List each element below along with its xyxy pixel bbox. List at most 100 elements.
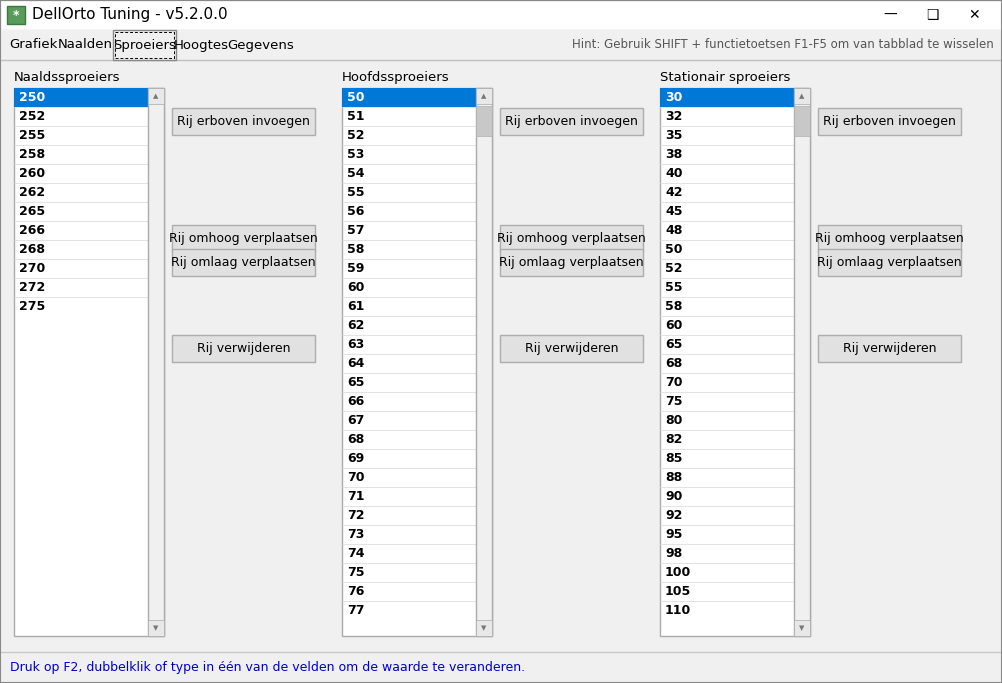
- Text: 265: 265: [19, 205, 45, 218]
- Text: 30: 30: [665, 91, 682, 104]
- Bar: [500, 225, 643, 252]
- Text: Rij erboven invoegen: Rij erboven invoegen: [177, 115, 310, 128]
- Bar: [172, 108, 315, 135]
- Bar: [476, 88, 492, 104]
- Bar: [794, 88, 810, 104]
- Bar: [14, 88, 164, 636]
- Text: Hoogtes: Hoogtes: [174, 38, 229, 51]
- Bar: [476, 88, 492, 636]
- Bar: [342, 88, 476, 107]
- Text: Rij omlaag verplaatsen: Rij omlaag verplaatsen: [818, 256, 962, 269]
- Bar: [500, 108, 643, 135]
- Text: 45: 45: [665, 205, 682, 218]
- Text: Rij omlaag verplaatsen: Rij omlaag verplaatsen: [499, 256, 644, 269]
- Text: —: —: [883, 8, 897, 22]
- Text: 65: 65: [665, 338, 682, 351]
- Text: ▼: ▼: [481, 625, 487, 631]
- Text: 59: 59: [347, 262, 365, 275]
- Text: 64: 64: [347, 357, 365, 370]
- Text: 252: 252: [19, 110, 45, 123]
- Text: 67: 67: [347, 414, 365, 427]
- Bar: [660, 88, 794, 107]
- Text: *: *: [13, 8, 19, 21]
- Text: 60: 60: [347, 281, 365, 294]
- Text: Rij verwijderen: Rij verwijderen: [196, 342, 291, 355]
- Text: ▼: ▼: [800, 625, 805, 631]
- Text: ✕: ✕: [968, 8, 980, 22]
- Text: 63: 63: [347, 338, 365, 351]
- Text: Rij omhoog verplaatsen: Rij omhoog verplaatsen: [815, 232, 964, 245]
- Bar: [500, 335, 643, 362]
- Text: Gegevens: Gegevens: [227, 38, 294, 51]
- Bar: [500, 249, 643, 276]
- Bar: [172, 225, 315, 252]
- Text: Hint: Gebruik SHIFT + functietoetsen F1-F5 om van tabblad te wisselen: Hint: Gebruik SHIFT + functietoetsen F1-…: [572, 38, 994, 51]
- Text: 74: 74: [347, 547, 365, 560]
- Bar: [818, 108, 961, 135]
- Text: Rij omhoog verplaatsen: Rij omhoog verplaatsen: [169, 232, 318, 245]
- Text: 55: 55: [665, 281, 682, 294]
- Text: 77: 77: [347, 604, 365, 617]
- Text: 80: 80: [665, 414, 682, 427]
- Text: 268: 268: [19, 243, 45, 256]
- Text: 53: 53: [347, 148, 365, 161]
- Text: Rij erboven invoegen: Rij erboven invoegen: [505, 115, 638, 128]
- Text: ▼: ▼: [153, 625, 158, 631]
- Text: 65: 65: [347, 376, 365, 389]
- Bar: [7, 6, 25, 24]
- Text: 57: 57: [347, 224, 365, 237]
- Bar: [818, 225, 961, 252]
- Text: ▲: ▲: [153, 93, 158, 99]
- Text: 88: 88: [665, 471, 682, 484]
- Text: ▲: ▲: [800, 93, 805, 99]
- Bar: [14, 88, 148, 107]
- Bar: [818, 249, 961, 276]
- Bar: [794, 620, 810, 636]
- Text: 70: 70: [347, 471, 365, 484]
- Text: 110: 110: [665, 604, 691, 617]
- Bar: [0, 30, 1002, 60]
- Text: 68: 68: [347, 433, 365, 446]
- Text: Rij verwijderen: Rij verwijderen: [525, 342, 618, 355]
- Text: 75: 75: [665, 395, 682, 408]
- Text: 90: 90: [665, 490, 682, 503]
- Text: 92: 92: [665, 509, 682, 522]
- Bar: [172, 335, 315, 362]
- Text: Rij erboven invoegen: Rij erboven invoegen: [823, 115, 956, 128]
- Text: 66: 66: [347, 395, 365, 408]
- Text: 85: 85: [665, 452, 682, 465]
- Text: ▲: ▲: [481, 93, 487, 99]
- Text: Rij verwijderen: Rij verwijderen: [843, 342, 936, 355]
- Text: 56: 56: [347, 205, 365, 218]
- Text: 73: 73: [347, 528, 365, 541]
- Text: 48: 48: [665, 224, 682, 237]
- Text: 82: 82: [665, 433, 682, 446]
- Text: 35: 35: [665, 129, 682, 142]
- Text: Sproeiers: Sproeiers: [113, 38, 176, 51]
- Text: 71: 71: [347, 490, 365, 503]
- Bar: [113, 30, 176, 60]
- Bar: [115, 32, 174, 58]
- Text: 32: 32: [665, 110, 682, 123]
- Text: Naaldssproeiers: Naaldssproeiers: [14, 72, 120, 85]
- Text: 55: 55: [347, 186, 365, 199]
- Text: 100: 100: [665, 566, 691, 579]
- Bar: [172, 249, 315, 276]
- Text: 61: 61: [347, 300, 365, 313]
- Bar: [0, 0, 1002, 30]
- Text: 68: 68: [665, 357, 682, 370]
- Bar: [476, 620, 492, 636]
- Bar: [818, 335, 961, 362]
- Text: 40: 40: [665, 167, 682, 180]
- Bar: [794, 106, 810, 136]
- Text: 54: 54: [347, 167, 365, 180]
- Bar: [660, 88, 810, 636]
- Text: 266: 266: [19, 224, 45, 237]
- Text: 105: 105: [665, 585, 691, 598]
- Text: 52: 52: [665, 262, 682, 275]
- Bar: [0, 652, 1002, 683]
- Bar: [794, 88, 810, 636]
- Bar: [148, 88, 164, 104]
- Text: 70: 70: [665, 376, 682, 389]
- Text: Naalden: Naalden: [57, 38, 112, 51]
